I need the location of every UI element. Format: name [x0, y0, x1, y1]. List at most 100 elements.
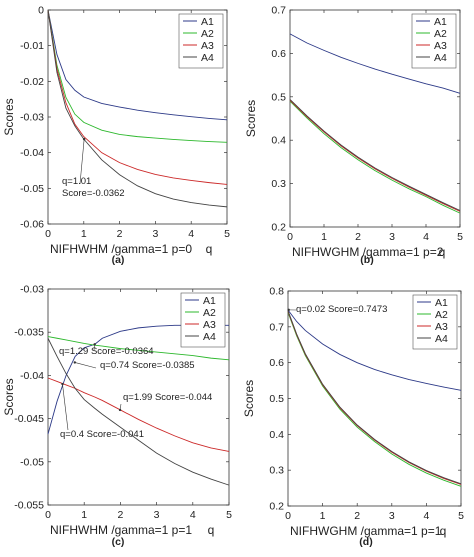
- x-tick-label: 4: [423, 510, 429, 522]
- annotation-point: [118, 408, 122, 412]
- y-tick-label: 0.6: [269, 357, 284, 369]
- annotation-label: q=0.4 Score=-0.041: [60, 429, 144, 440]
- x-tick-label: 1: [81, 228, 87, 240]
- y-tick-label: 0.6: [271, 48, 286, 60]
- y-tick-label: 0.5: [269, 393, 284, 405]
- y-tick-label: -0.04: [20, 370, 44, 382]
- series-line-a3: [47, 377, 230, 452]
- y-tick-label: 0.8: [269, 286, 284, 298]
- chart-panel-b: 0 1 2 3 4 5 0.2 0.3 0.4 0.5 0.6 0.7 Scores NIFHWGHM /…: [244, 5, 463, 267]
- x-tick-label: 3: [389, 510, 395, 522]
- legend-label-a2: A2: [203, 307, 216, 319]
- y-tick-label: 0.2: [271, 222, 286, 234]
- x-tick-label: 5: [224, 228, 230, 240]
- series-line-a4: [47, 9, 228, 208]
- legend-label-a1: A1: [435, 297, 448, 309]
- legend-box: [411, 13, 457, 69]
- y-tick-label: 0.4: [271, 135, 286, 147]
- x-axis-unit: q: [206, 242, 213, 256]
- legend-label-a4: A4: [203, 331, 216, 343]
- series-line-a4: [47, 338, 230, 486]
- x-tick-label: 2: [355, 231, 361, 243]
- y-axis-label: Scores: [242, 380, 256, 417]
- y-tick-label: 0.3: [269, 465, 284, 477]
- x-tick-label: 2: [117, 228, 123, 240]
- legend-box: [180, 292, 226, 348]
- y-tick-label: 0: [38, 5, 44, 17]
- legend-label-a3: A3: [435, 321, 448, 333]
- legend-label-a4: A4: [434, 52, 447, 64]
- x-tick-label: 3: [389, 231, 395, 243]
- x-tick-label: 4: [188, 228, 194, 240]
- x-tick-label: 1: [321, 231, 327, 243]
- series-line-a3: [289, 99, 461, 212]
- series-line-a2: [47, 336, 230, 361]
- x-tick-label: 4: [423, 231, 429, 243]
- series-line-a1: [47, 9, 228, 121]
- series-line-a2: [47, 9, 228, 143]
- y-tick-label: -0.04: [20, 147, 44, 159]
- x-tick-label: 5: [458, 510, 464, 522]
- y-tick-label: -0.05: [20, 456, 44, 468]
- annotation-point: [287, 308, 290, 312]
- x-tick-label: 5: [457, 231, 463, 243]
- legend-label-a4: A4: [201, 52, 214, 64]
- y-tick-label: -0.03: [20, 112, 44, 124]
- y-tick-label: 0.5: [271, 91, 286, 103]
- legend-label-a2: A2: [201, 28, 214, 40]
- x-tick-label: 2: [117, 509, 123, 521]
- x-axis-label: NIFHWHM /gamma=1 p=1: [50, 523, 192, 537]
- x-axis-unit: q: [208, 523, 215, 537]
- x-tick-label: 3: [152, 228, 158, 240]
- legend-label-a1: A1: [203, 295, 216, 307]
- y-tick-label: -0.06: [20, 219, 44, 231]
- x-tick-label: 3: [154, 509, 160, 521]
- y-tick-label: 0.3: [271, 178, 286, 190]
- legend-label-a2: A2: [435, 309, 448, 321]
- x-tick-label: 5: [226, 509, 232, 521]
- annotation-point: [82, 137, 86, 141]
- annotation-label: Score=-0.0362: [62, 188, 125, 199]
- x-tick-label: 0: [45, 509, 51, 521]
- annotation-label: q=0.74 Score=-0.0385: [100, 360, 195, 371]
- y-tick-label: 0.7: [271, 5, 286, 17]
- annotation-label: q=0.02 Score=0.7473: [296, 304, 387, 315]
- annotation-label: q=1.29 Score=-0.0364: [59, 346, 154, 357]
- y-tick-label: 0.4: [269, 429, 284, 441]
- series-line-a1: [287, 309, 462, 391]
- legend-box: [412, 294, 458, 350]
- y-tick-label: 0.2: [269, 501, 284, 513]
- annotation-label: q=1.99 Score=-0.044: [123, 392, 212, 403]
- chart-panel-d: 0 1 2 3 4 5 0.2 0.3 0.4 0.5 0.6 0.7 0.8 Scores NIFHWGH…: [242, 286, 464, 549]
- legend-label-a3: A3: [201, 40, 214, 52]
- annotation-label: q=1.01: [62, 176, 91, 187]
- panel-caption-c: (c): [112, 536, 125, 548]
- annotation-arrow: [74, 362, 97, 369]
- legend-label-a2: A2: [434, 28, 447, 40]
- y-tick-label: -0.05: [20, 183, 44, 195]
- series-line-a2: [289, 100, 461, 214]
- legend-box: [178, 13, 224, 69]
- annotation-point: [61, 382, 64, 386]
- y-tick-label: -0.02: [20, 76, 44, 88]
- series-line-a3: [47, 9, 228, 185]
- x-axis-label: NIFHWHM /gamma=1 p=0: [50, 242, 192, 256]
- legend-label-a3: A3: [203, 319, 216, 331]
- y-tick-label: -0.045: [14, 413, 44, 425]
- x-tick-label: 1: [81, 509, 87, 521]
- y-axis-label: Scores: [2, 98, 16, 135]
- x-tick-label: 0: [285, 510, 291, 522]
- x-axis-label: NIFHWGHM /gamma=1 p=2: [292, 245, 444, 259]
- x-tick-label: 2: [354, 510, 360, 522]
- x-tick-label: 0: [45, 228, 51, 240]
- annotation-arrow: [62, 384, 69, 431]
- series-line-a4: [287, 310, 462, 485]
- legend-label-a4: A4: [435, 333, 448, 345]
- y-tick-label: 0.7: [269, 321, 284, 333]
- panel-caption-a: (a): [112, 254, 125, 266]
